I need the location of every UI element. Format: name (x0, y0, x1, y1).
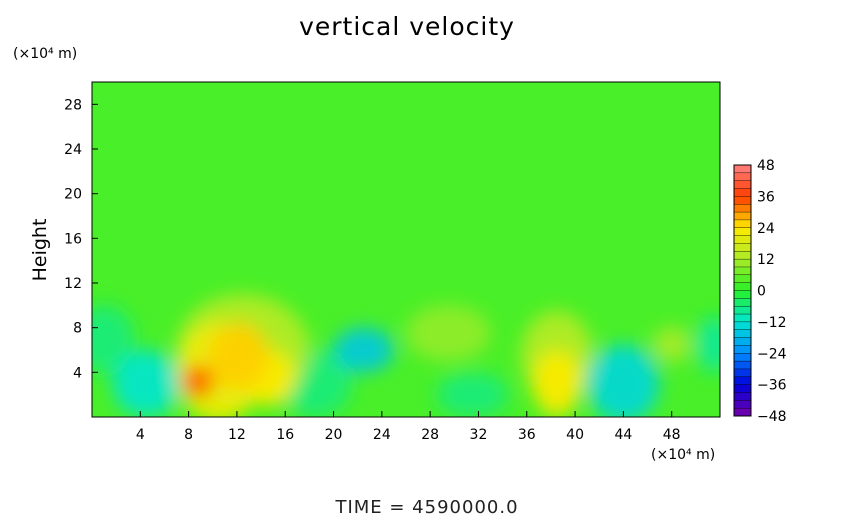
y-tick-label: 12 (64, 276, 82, 292)
colorbar-band (733, 337, 752, 346)
y-tick-label: 8 (73, 321, 82, 337)
colorbar-band (733, 219, 752, 229)
x-tick-label: 20 (325, 427, 343, 443)
x-tick-label: 8 (184, 427, 193, 443)
plot-frame (91, 81, 721, 418)
colorbar-ticks: 48 36 24 12 0 −12 −24 −36 −48 (757, 158, 787, 425)
velocity-blob (652, 326, 692, 363)
colorbar-band (733, 258, 752, 268)
colorbar-tick-label: −12 (757, 315, 787, 331)
colorbar-frame (733, 164, 752, 417)
colorbar-band (733, 211, 752, 221)
y-tick-label: 24 (64, 142, 82, 158)
y-tick-label: 4 (73, 365, 82, 381)
x-tick-label: 36 (518, 427, 536, 443)
x-tick-label: 44 (614, 427, 632, 443)
x-tick-label: 24 (373, 427, 391, 443)
colorbar-band (733, 235, 752, 244)
colorbar-band (733, 266, 752, 276)
colorbar-band (733, 353, 752, 362)
colorbar-band (733, 376, 752, 386)
velocity-blob (532, 350, 582, 417)
colorbar-tick-label: 0 (757, 284, 766, 300)
colorbar-band (733, 204, 752, 213)
colorbar (733, 164, 752, 417)
velocity-blob (182, 365, 214, 397)
velocity-blob (587, 344, 660, 417)
colorbar-band (733, 196, 752, 205)
y-tick-label: 20 (64, 187, 82, 203)
velocity-blob (695, 316, 720, 373)
colorbar-tick-label: 24 (757, 221, 775, 237)
x-tick-label: 12 (228, 427, 246, 443)
x-tick-label: 32 (470, 427, 488, 443)
velocity-field (92, 294, 720, 417)
colorbar-tick-label: −48 (757, 409, 787, 425)
colorbar-band (733, 164, 752, 174)
x-tick-label: 48 (663, 427, 681, 443)
velocity-blob (92, 305, 135, 373)
colorbar-tick-label: −24 (757, 346, 787, 362)
colorbar-tick-label: −36 (757, 378, 787, 394)
colorbar-tick-label: 48 (757, 158, 775, 174)
velocity-blob (333, 327, 394, 373)
colorbar-band (733, 345, 752, 354)
colorbar-band (733, 392, 752, 401)
x-tick-label: 40 (566, 427, 584, 443)
x-axis-unit: (×10⁴ m) (651, 447, 716, 463)
x-tick-label: 4 (136, 427, 145, 443)
colorbar-band (733, 368, 752, 378)
y-axis-ticks: 4 8 12 16 20 24 28 (64, 97, 98, 381)
time-label: TIME = 4590000.0 (335, 497, 519, 518)
colorbar-band (733, 251, 752, 260)
colorbar-band (733, 290, 752, 299)
y-axis-unit: (×10⁴ m) (13, 46, 78, 62)
colorbar-band (733, 298, 752, 307)
colorbar-band (733, 313, 752, 323)
colorbar-band (733, 243, 752, 252)
colorbar-tick-label: 36 (757, 189, 775, 205)
colorbar-band (733, 407, 752, 417)
colorbar-band (733, 282, 752, 292)
velocity-blob (209, 322, 270, 390)
colorbar-band (733, 305, 752, 315)
velocity-blob (406, 305, 491, 362)
colorbar-band (733, 274, 752, 284)
colorbar-band (733, 180, 752, 190)
x-tick-label: 28 (421, 427, 439, 443)
velocity-blob (112, 350, 181, 417)
chart-title: vertical velocity (299, 12, 515, 41)
colorbar-band (733, 172, 752, 182)
colorbar-band (733, 400, 752, 409)
colorbar-band (733, 384, 752, 393)
colorbar-band (733, 188, 752, 197)
x-axis-ticks: 4 8 12 16 20 24 28 32 36 40 44 48 (136, 411, 681, 443)
colorbar-tick-label: 12 (757, 252, 775, 268)
y-tick-label: 28 (64, 97, 82, 113)
colorbar-band (733, 227, 752, 237)
x-tick-label: 16 (276, 427, 294, 443)
colorbar-band (733, 321, 752, 331)
colorbar-band (733, 360, 752, 370)
colorbar-band (733, 329, 752, 339)
y-tick-label: 16 (64, 231, 82, 247)
velocity-blob (436, 372, 509, 417)
